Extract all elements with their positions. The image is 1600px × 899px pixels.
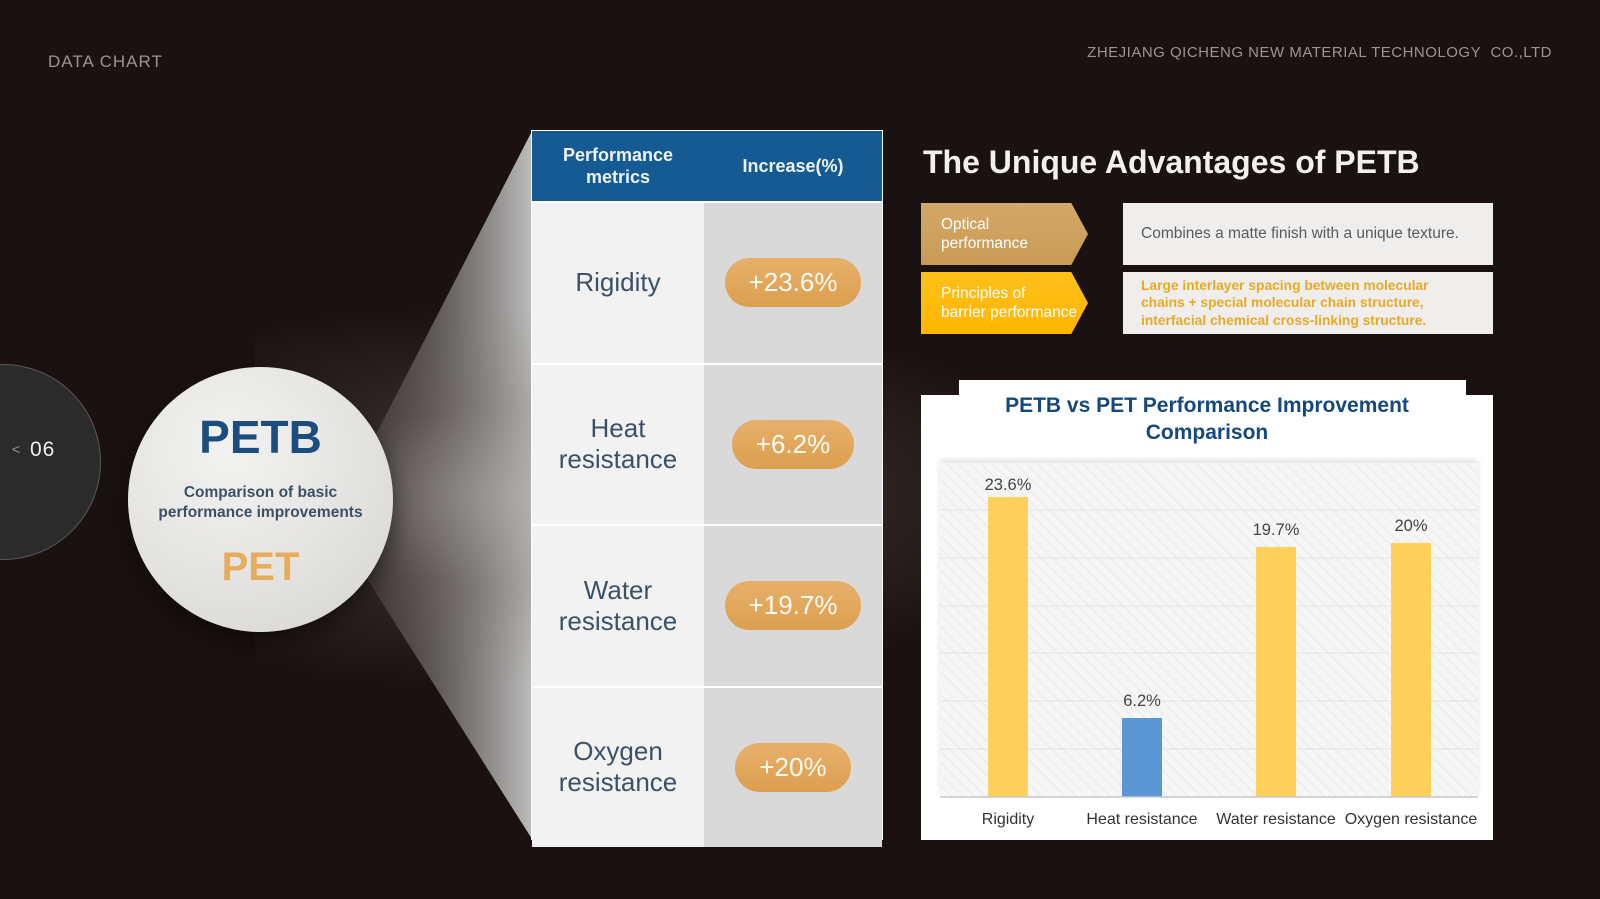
svg-text:Rigidity: Rigidity <box>982 811 1034 828</box>
svg-text:Water resistance: Water resistance <box>1216 811 1336 828</box>
svg-text:20%: 20% <box>1394 517 1427 535</box>
svg-text:23.6%: 23.6% <box>985 476 1032 494</box>
svg-text:Heat resistance: Heat resistance <box>1086 811 1197 828</box>
svg-text:19.7%: 19.7% <box>1253 521 1300 539</box>
svg-text:Oxygen resistance: Oxygen resistance <box>1345 811 1478 828</box>
svg-text:6.2%: 6.2% <box>1123 692 1161 710</box>
